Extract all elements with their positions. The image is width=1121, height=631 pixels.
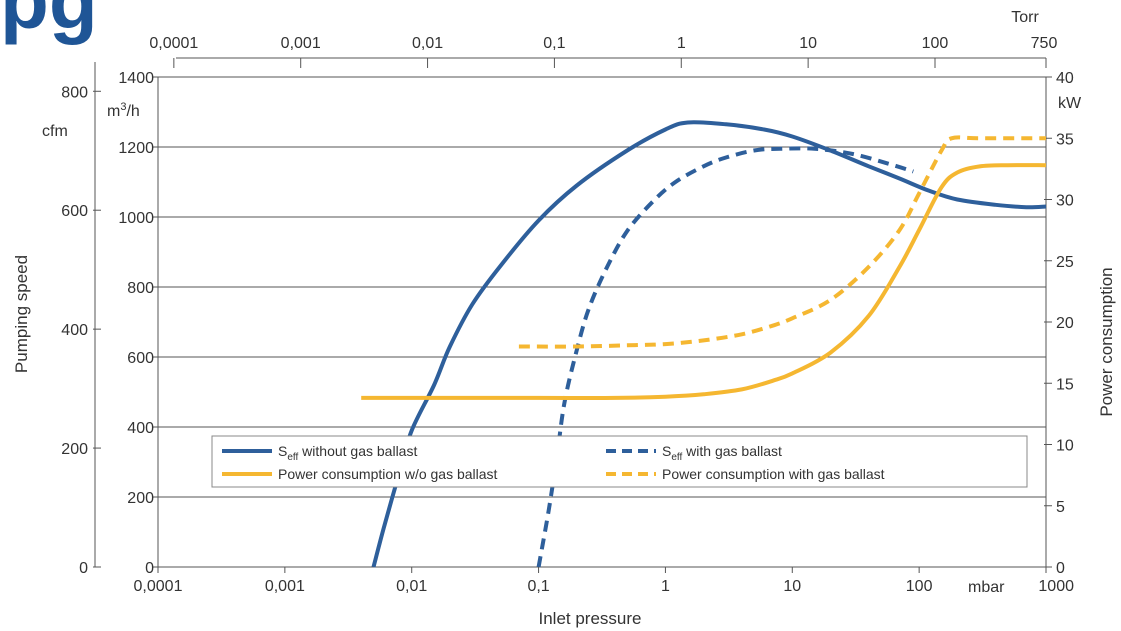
legend-label-3: Power consumption w/o gas ballast — [278, 466, 498, 482]
y2-tick-label: 0 — [1056, 560, 1065, 577]
x-tick-label: 0,1 — [527, 578, 549, 595]
cfm-tick-label: 600 — [61, 203, 88, 220]
cfm-unit-label: cfm — [42, 123, 68, 140]
y-tick-label: 1200 — [118, 140, 154, 157]
series-seff-with-gas-ballast — [536, 146, 914, 568]
top-tick-label: 1 — [677, 35, 686, 52]
x-tick-label: 100 — [906, 578, 933, 595]
cfm-tick-label: 800 — [61, 84, 88, 101]
axes — [93, 57, 1052, 573]
y2-axis-title: Power consumption — [1097, 267, 1116, 416]
legend-label-4: Power consumption with gas ballast — [662, 466, 885, 482]
y2-tick-label: 10 — [1056, 438, 1074, 455]
y2-tick-label: 30 — [1056, 193, 1074, 210]
y-tick-label: 800 — [127, 280, 154, 297]
y-tick-label: 600 — [127, 350, 154, 367]
top-tick-label: 100 — [922, 35, 949, 52]
top-tick-label: 0,001 — [281, 35, 321, 52]
x-tick-label: 10 — [783, 578, 801, 595]
legend-box — [211, 435, 1028, 488]
x-tick-label: 1 — [661, 578, 670, 595]
top-tick-label: 0,1 — [543, 35, 565, 52]
y-tick-label: 1400 — [118, 70, 154, 87]
y-tick-label: 200 — [127, 490, 154, 507]
y2-tick-label: 15 — [1056, 376, 1074, 393]
legend: Seff without gas ballast Seff with gas ba… — [211, 435, 1028, 488]
x-tick-label: 0,001 — [265, 578, 305, 595]
y-axis-title: Pumping speed — [12, 255, 31, 373]
y2-unit-label: kW — [1058, 95, 1082, 112]
top-tick-label: 10 — [799, 35, 817, 52]
y2-tick-label: 40 — [1056, 70, 1074, 87]
x-tick-label: 1000 — [1038, 578, 1074, 595]
y-tick-label: 0 — [145, 560, 154, 577]
y2-tick-label: 5 — [1056, 499, 1065, 516]
cfm-tick-label: 400 — [61, 322, 88, 339]
legend-label-1: Seff without gas ballast — [278, 443, 417, 463]
y-tick-label: 400 — [127, 420, 154, 437]
x-tick-label: 0,0001 — [134, 578, 183, 595]
x-tick-label: 0,01 — [396, 578, 427, 595]
series-power-without-gas-ballast — [361, 163, 1047, 401]
legend-label-2: Seff with gas ballast — [662, 443, 782, 463]
y-tick-label: 1000 — [118, 210, 154, 227]
series-seff-without-gas-ballast — [371, 120, 1047, 568]
y-unit-label: m3/h — [107, 101, 140, 120]
series-power-with-gas-ballast — [518, 135, 1046, 349]
cfm-tick-label: 200 — [61, 441, 88, 458]
grid-lines — [158, 146, 1046, 498]
top-unit-label: Torr — [1011, 9, 1039, 26]
x-unit-label: mbar — [968, 579, 1005, 596]
y2-tick-label: 25 — [1056, 254, 1074, 271]
x-axis-title: Inlet pressure — [539, 609, 642, 628]
data-series — [361, 120, 1047, 568]
top-tick-label: 750 — [1031, 35, 1058, 52]
y2-tick-label: 35 — [1056, 131, 1074, 148]
y2-tick-label: 20 — [1056, 315, 1074, 332]
top-tick-label: 0,0001 — [149, 35, 198, 52]
cfm-tick-label: 0 — [79, 560, 88, 577]
header-fragment: pg — [0, 0, 98, 45]
top-tick-label: 0,01 — [412, 35, 443, 52]
